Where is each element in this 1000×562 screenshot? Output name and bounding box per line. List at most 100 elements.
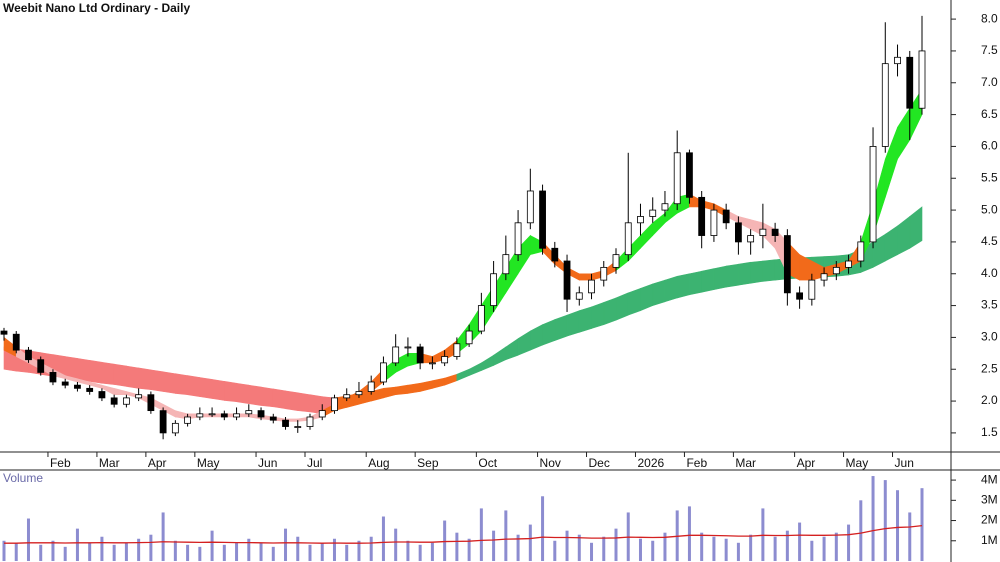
y-tick-label: 3.0	[981, 330, 998, 344]
candle-body	[74, 384, 81, 389]
candle-body	[759, 228, 767, 236]
ribbon-segment	[909, 206, 923, 249]
y-tick-label: 1.5	[981, 425, 998, 439]
ribbon-segment	[285, 390, 299, 411]
candle-body	[392, 346, 400, 364]
x-tick-label: Feb	[686, 456, 707, 470]
ribbon-segment	[725, 263, 739, 288]
volume-bar	[443, 520, 447, 561]
candle-body	[771, 228, 779, 236]
ribbon-segment	[150, 369, 164, 392]
x-tick-label: Aug	[368, 456, 389, 470]
y-tick-label: 2.5	[981, 361, 998, 375]
candle-body	[184, 416, 192, 424]
y-tick-label: 4.5	[981, 234, 998, 248]
volume-bar	[479, 508, 483, 561]
ribbon-segment	[175, 373, 188, 396]
ribbon-segment	[603, 297, 617, 326]
x-tick-label: Nov	[540, 456, 561, 470]
volume-bar	[749, 534, 753, 561]
candle-body	[37, 359, 45, 373]
volume-bar	[345, 544, 349, 561]
candle-body	[551, 247, 559, 262]
candle-body	[918, 50, 926, 109]
ribbon-segment	[224, 380, 237, 403]
volume-bar	[712, 536, 716, 561]
candle-body	[282, 419, 289, 427]
volume-bar	[541, 496, 545, 561]
candle-body	[906, 56, 914, 109]
volume-bar	[210, 530, 214, 561]
y-tick-label: 3.5	[981, 298, 998, 312]
volume-bar	[638, 538, 642, 561]
candle-body	[86, 387, 94, 392]
volume-bar	[39, 544, 43, 561]
ribbon-segment	[236, 382, 250, 404]
candle-body	[465, 330, 473, 345]
volume-bar	[908, 512, 912, 561]
candle-body	[428, 362, 436, 365]
volume-bar	[381, 516, 385, 561]
y-tick-label: 3M	[981, 492, 998, 506]
ribbon-segment	[578, 273, 592, 281]
volume-bar	[651, 540, 655, 561]
candle-body	[147, 394, 155, 412]
candle-body	[441, 356, 449, 364]
candle-body	[661, 203, 669, 211]
y-tick-label: 5.5	[981, 170, 998, 184]
y-tick-label: 4M	[981, 472, 998, 486]
x-tick-label: Jun	[258, 456, 277, 470]
volume-bar	[369, 536, 373, 561]
candle-body	[845, 260, 852, 268]
ribbon-segment	[664, 275, 678, 303]
volume-bar	[394, 528, 398, 561]
candle-body	[318, 410, 326, 418]
candle-body	[783, 235, 791, 294]
candle-body	[123, 397, 130, 405]
y-tick-label: 7.5	[981, 43, 998, 57]
candle-body	[380, 362, 387, 383]
candle-body	[869, 146, 877, 243]
volume-bar	[467, 538, 471, 561]
volume-bar	[320, 542, 324, 561]
candle-body	[25, 349, 32, 361]
candle-body	[796, 292, 803, 300]
candle-body	[539, 190, 546, 249]
candle-body	[343, 394, 351, 399]
candle-body	[220, 413, 228, 418]
volume-bar	[247, 538, 251, 561]
candle-body	[637, 216, 644, 224]
candle-body	[306, 416, 314, 427]
volume-bar	[149, 534, 153, 561]
ribbon-segment	[566, 310, 580, 337]
ribbon-segment	[395, 384, 409, 396]
x-tick-label: Dec	[589, 456, 610, 470]
volume-bar	[602, 536, 606, 561]
volume-bar	[736, 542, 740, 561]
volume-bar	[504, 510, 508, 561]
candle-body	[722, 209, 730, 224]
volume-bar	[14, 542, 18, 561]
candle-body	[820, 273, 828, 281]
candle-body	[600, 266, 608, 281]
ribbon-segment	[578, 306, 592, 333]
candle-body	[196, 413, 204, 418]
x-tick-label: Mar	[99, 456, 120, 470]
x-tick-label: May	[197, 456, 220, 470]
ribbon-segment	[640, 283, 654, 312]
volume-bar	[173, 540, 177, 561]
ribbon-segment	[77, 358, 90, 382]
volume-bar	[2, 540, 6, 561]
volume-bar	[896, 490, 900, 561]
candle-body	[526, 190, 534, 224]
candle-body	[453, 343, 461, 357]
x-tick-label: 2026	[637, 456, 664, 470]
volume-bar	[590, 542, 594, 561]
volume-bar	[847, 524, 851, 561]
ribbon-segment	[676, 273, 690, 299]
candle-body	[612, 254, 620, 268]
volume-bar	[553, 540, 557, 561]
ribbon-segment	[297, 392, 311, 413]
candle-body	[233, 413, 240, 418]
volume-bar	[222, 544, 226, 561]
